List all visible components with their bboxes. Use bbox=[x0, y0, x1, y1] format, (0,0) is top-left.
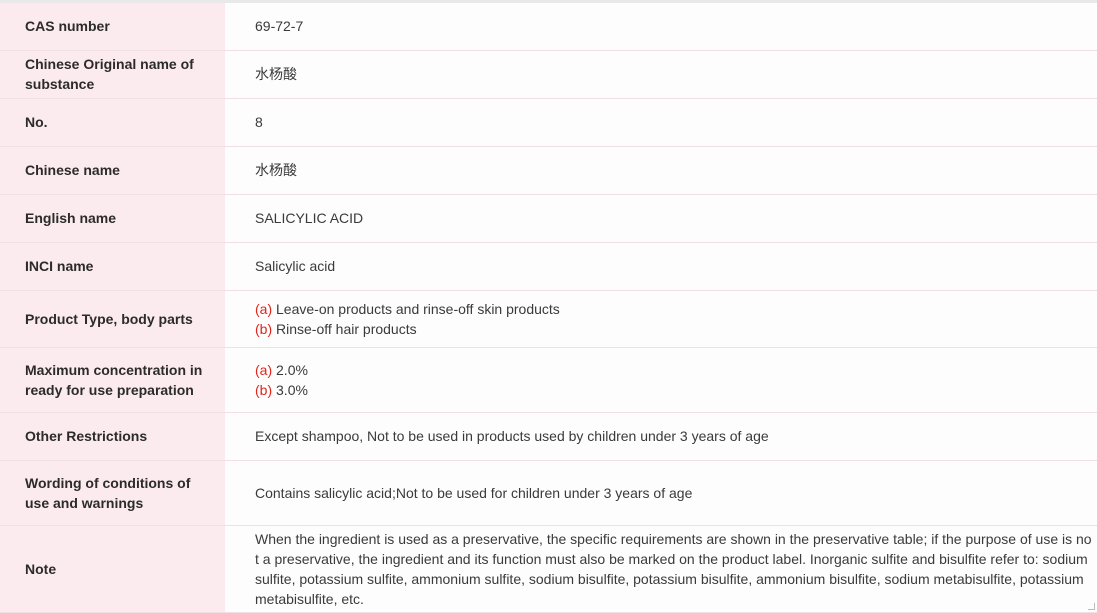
row-value: 水杨酸 bbox=[225, 50, 1097, 99]
row-value: Except shampoo, Not to be used in produc… bbox=[225, 412, 1097, 461]
row-label: Wording of conditions of use and warning… bbox=[0, 460, 225, 526]
row-label: Maximum concentration in ready for use p… bbox=[0, 347, 225, 413]
table-row: INCI name Salicylic acid bbox=[0, 242, 1097, 291]
list-item: (a) Leave-on products and rinse-off skin… bbox=[255, 299, 1097, 319]
row-value: 69-72-7 bbox=[225, 3, 1097, 51]
list-item: (b) 3.0% bbox=[255, 380, 1097, 400]
row-value: SALICYLIC ACID bbox=[225, 194, 1097, 243]
row-value: Salicylic acid bbox=[225, 242, 1097, 291]
item-text: 2.0% bbox=[272, 361, 308, 378]
table-row: CAS number 69-72-7 bbox=[0, 3, 1097, 51]
table-row: Chinese name 水杨酸 bbox=[0, 146, 1097, 195]
item-marker: (a) bbox=[255, 300, 273, 317]
item-text: 3.0% bbox=[272, 381, 308, 398]
row-label: Product Type, body parts bbox=[0, 290, 225, 348]
table-row: Wording of conditions of use and warning… bbox=[0, 460, 1097, 526]
item-marker: (b) bbox=[255, 381, 273, 398]
top-bar bbox=[0, 0, 1097, 3]
resize-handle-icon[interactable] bbox=[1088, 603, 1095, 610]
row-label: No. bbox=[0, 98, 225, 147]
row-label: Chinese name bbox=[0, 146, 225, 195]
item-text: Leave-on products and rinse-off skin pro… bbox=[272, 300, 560, 317]
list-item: (b) Rinse-off hair products bbox=[255, 319, 1097, 339]
table-row: Note When the ingredient is used as a pre… bbox=[0, 525, 1097, 613]
row-value: (a) Leave-on products and rinse-off skin… bbox=[225, 290, 1097, 348]
table-row: No. 8 bbox=[0, 98, 1097, 147]
item-marker: (b) bbox=[255, 320, 273, 337]
table-row: English name SALICYLIC ACID bbox=[0, 194, 1097, 243]
item-text: Rinse-off hair products bbox=[272, 320, 417, 337]
table-row: Other Restrictions Except shampoo, Not to… bbox=[0, 412, 1097, 461]
table-row: Chinese Original name of substance 水杨酸 bbox=[0, 50, 1097, 99]
row-label: English name bbox=[0, 194, 225, 243]
substance-table: CAS number 69-72-7 Chinese Original name o… bbox=[0, 3, 1097, 613]
row-label: Other Restrictions bbox=[0, 412, 225, 461]
row-value: (a) 2.0% (b) 3.0% bbox=[225, 347, 1097, 413]
row-label: INCI name bbox=[0, 242, 225, 291]
table-row: Maximum concentration in ready for use p… bbox=[0, 347, 1097, 413]
row-value: 水杨酸 bbox=[225, 146, 1097, 195]
row-label: Chinese Original name of substance bbox=[0, 50, 225, 99]
list-item: (a) 2.0% bbox=[255, 360, 1097, 380]
row-value: When the ingredient is used as a preserv… bbox=[225, 525, 1097, 613]
row-value: 8 bbox=[225, 98, 1097, 147]
row-label: Note bbox=[0, 525, 225, 613]
item-marker: (a) bbox=[255, 361, 273, 378]
table-row: Product Type, body parts (a) Leave-on pro… bbox=[0, 290, 1097, 348]
row-label: CAS number bbox=[0, 3, 225, 51]
row-value: Contains salicylic acid;Not to be used f… bbox=[225, 460, 1097, 526]
